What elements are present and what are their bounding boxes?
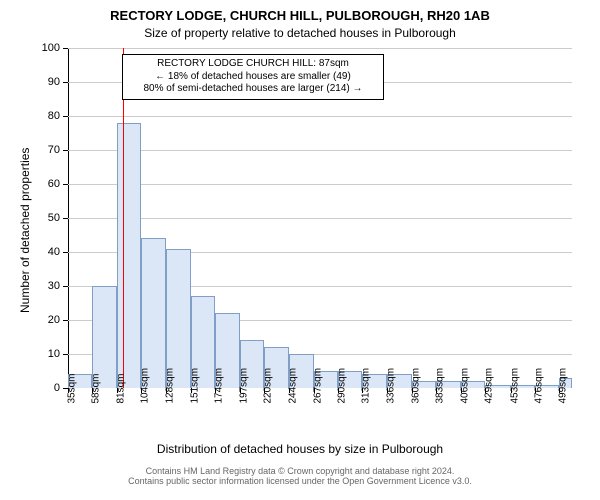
ytick-mark bbox=[63, 354, 68, 355]
legend-box: RECTORY LODGE CHURCH HILL: 87sqm ← 18% o… bbox=[122, 54, 384, 100]
ytick-mark bbox=[63, 218, 68, 219]
ytick-label: 90 bbox=[34, 76, 60, 88]
ytick-mark bbox=[63, 252, 68, 253]
gridline bbox=[68, 48, 572, 49]
chart-root: { "title": { "text": "RECTORY LODGE, CHU… bbox=[0, 0, 600, 500]
ytick-mark bbox=[63, 82, 68, 83]
footer-line-2: Contains public sector information licen… bbox=[0, 476, 600, 486]
gridline bbox=[68, 116, 572, 117]
x-axis-label: Distribution of detached houses by size … bbox=[0, 442, 600, 456]
legend-line-3: 80% of semi-detached houses are larger (… bbox=[126, 83, 380, 96]
ytick-label: 70 bbox=[34, 144, 60, 156]
ytick-label: 80 bbox=[34, 110, 60, 122]
histogram-bar bbox=[141, 238, 166, 388]
gridline bbox=[68, 218, 572, 219]
footer-line-1: Contains HM Land Registry data © Crown c… bbox=[0, 466, 600, 476]
chart-title: RECTORY LODGE, CHURCH HILL, PULBOROUGH, … bbox=[0, 8, 600, 23]
ytick-label: 30 bbox=[34, 280, 60, 292]
ytick-mark bbox=[63, 184, 68, 185]
legend-line-2: ← 18% of detached houses are smaller (49… bbox=[126, 71, 380, 84]
ytick-mark bbox=[63, 320, 68, 321]
ytick-label: 60 bbox=[34, 178, 60, 190]
footer-attribution: Contains HM Land Registry data © Crown c… bbox=[0, 466, 600, 486]
ytick-label: 40 bbox=[34, 246, 60, 258]
ytick-mark bbox=[63, 48, 68, 49]
ytick-mark bbox=[63, 116, 68, 117]
gridline bbox=[68, 184, 572, 185]
ytick-label: 50 bbox=[34, 212, 60, 224]
chart-subtitle: Size of property relative to detached ho… bbox=[0, 26, 600, 40]
legend-line-1: RECTORY LODGE CHURCH HILL: 87sqm bbox=[126, 58, 380, 71]
ytick-label: 10 bbox=[34, 348, 60, 360]
ytick-label: 100 bbox=[34, 42, 60, 54]
ytick-mark bbox=[63, 286, 68, 287]
histogram-bar bbox=[117, 123, 141, 388]
gridline bbox=[68, 150, 572, 151]
ytick-label: 20 bbox=[34, 314, 60, 326]
ytick-label: 0 bbox=[34, 382, 60, 394]
ytick-mark bbox=[63, 150, 68, 151]
y-axis-label: Number of detached properties bbox=[18, 148, 32, 313]
